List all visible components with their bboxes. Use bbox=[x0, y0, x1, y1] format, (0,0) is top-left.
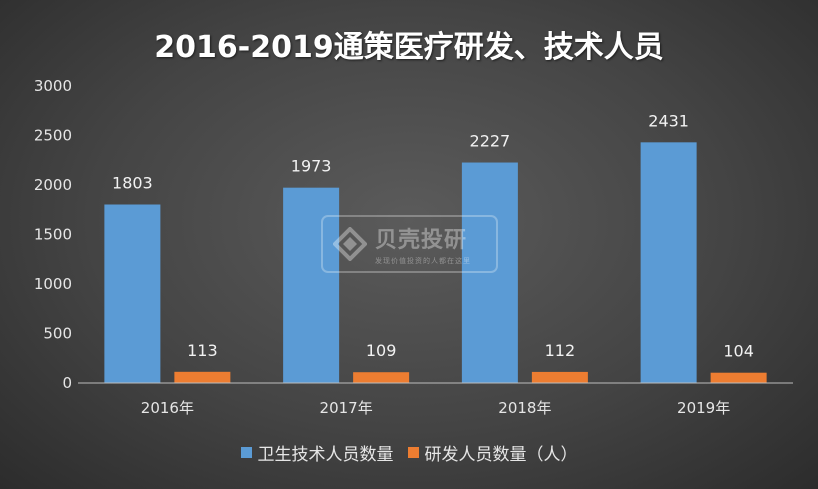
chart-title: 2016-2019通策医疗研发、技术人员 bbox=[154, 30, 664, 65]
data-label: 112 bbox=[545, 341, 576, 360]
x-tick-label: 2016年 bbox=[141, 399, 194, 417]
y-tick-label: 2500 bbox=[34, 127, 72, 145]
data-label: 2227 bbox=[470, 132, 511, 151]
y-tick-label: 2000 bbox=[34, 176, 72, 194]
watermark: 贝壳投研 发现价值投资的人都在这里 bbox=[321, 215, 498, 273]
y-tick-label: 0 bbox=[62, 374, 72, 392]
x-tick-label: 2018年 bbox=[498, 399, 551, 417]
legend-item-rd: 研发人员数量（人） bbox=[407, 440, 578, 465]
legend: 卫生技术人员数量 研发人员数量（人） bbox=[0, 440, 818, 465]
legend-swatch-rd bbox=[407, 447, 419, 458]
x-tick-label: 2017年 bbox=[320, 399, 373, 417]
legend-label-rd: 研发人员数量（人） bbox=[424, 445, 578, 465]
x-tick-label: 2019年 bbox=[677, 399, 730, 417]
bar-health-tech bbox=[640, 142, 697, 383]
bar-health-tech bbox=[461, 162, 518, 383]
data-label: 104 bbox=[723, 342, 754, 361]
diamond-logo-icon bbox=[333, 227, 367, 261]
data-label: 1803 bbox=[112, 174, 153, 193]
bar-health-tech bbox=[104, 204, 161, 383]
watermark-slogan: 发现价值投资的人都在这里 bbox=[375, 257, 471, 265]
bar-rd bbox=[531, 371, 588, 383]
bar-health-tech bbox=[283, 187, 340, 383]
legend-item-health-tech: 卫生技术人员数量 bbox=[240, 440, 394, 465]
data-label: 113 bbox=[187, 341, 218, 360]
bar-rd bbox=[710, 372, 767, 383]
data-label: 1973 bbox=[291, 157, 332, 176]
data-label: 2431 bbox=[648, 111, 689, 130]
y-tick-label: 3000 bbox=[34, 77, 72, 95]
y-tick-label: 1000 bbox=[34, 275, 72, 293]
data-label: 109 bbox=[366, 341, 397, 360]
legend-label-health-tech: 卫生技术人员数量 bbox=[257, 445, 394, 465]
bar-rd bbox=[353, 372, 410, 383]
legend-swatch-health-tech bbox=[240, 447, 252, 458]
y-tick-label: 1500 bbox=[34, 226, 72, 244]
y-tick-label: 500 bbox=[43, 325, 72, 343]
watermark-brand: 贝壳投研 bbox=[375, 228, 468, 253]
bar-rd bbox=[174, 371, 231, 383]
